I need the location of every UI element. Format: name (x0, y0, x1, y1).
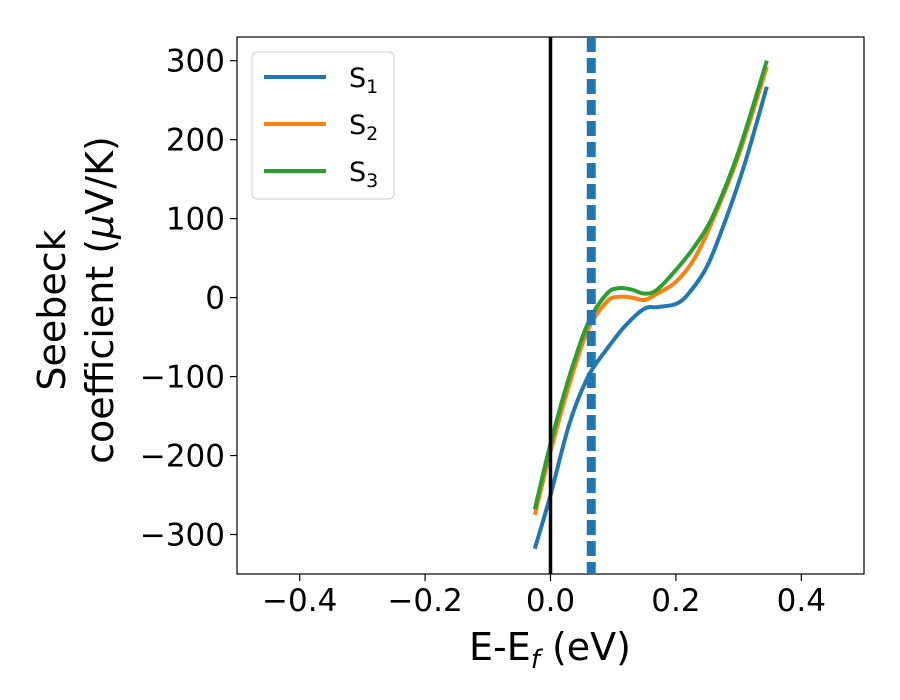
series-line-s1 (532, 86, 769, 550)
y-axis-label-line2: coefficient (μV/K) (78, 136, 122, 464)
y-tick-label: 0 (205, 281, 225, 317)
x-tick-label: 0.4 (777, 583, 826, 619)
y-tick-label: 200 (166, 123, 225, 159)
legend: S1 S2 S3 (251, 51, 395, 200)
reference-lines (548, 37, 596, 574)
x-tick-label: −0.2 (387, 583, 462, 619)
legend-label-s2: S2 (349, 110, 378, 145)
y-tick-label: 300 (166, 44, 225, 80)
x-axis-label: E-Ef (eV) (469, 625, 631, 675)
x-tick-label: 0.0 (526, 583, 575, 619)
y-axis-ticks: −300 −200 −100 0 100 200 300 (140, 44, 237, 554)
x-tick-label: −0.4 (262, 583, 337, 619)
y-axis-label-line1: Seebeck (30, 229, 74, 390)
series-line-s2 (532, 66, 769, 516)
y-tick-label: 100 (166, 202, 225, 238)
legend-label-s3: S3 (349, 157, 378, 192)
y-tick-label: −200 (140, 439, 225, 475)
series-lines (532, 60, 769, 550)
x-tick-label: 0.2 (651, 583, 700, 619)
legend-label-s1: S1 (349, 63, 378, 98)
y-tick-label: −100 (140, 360, 225, 396)
series-line-s3 (532, 60, 769, 510)
x-axis-ticks: −0.4 −0.2 0.0 0.2 0.4 (262, 574, 826, 619)
y-tick-label: −300 (140, 518, 225, 554)
